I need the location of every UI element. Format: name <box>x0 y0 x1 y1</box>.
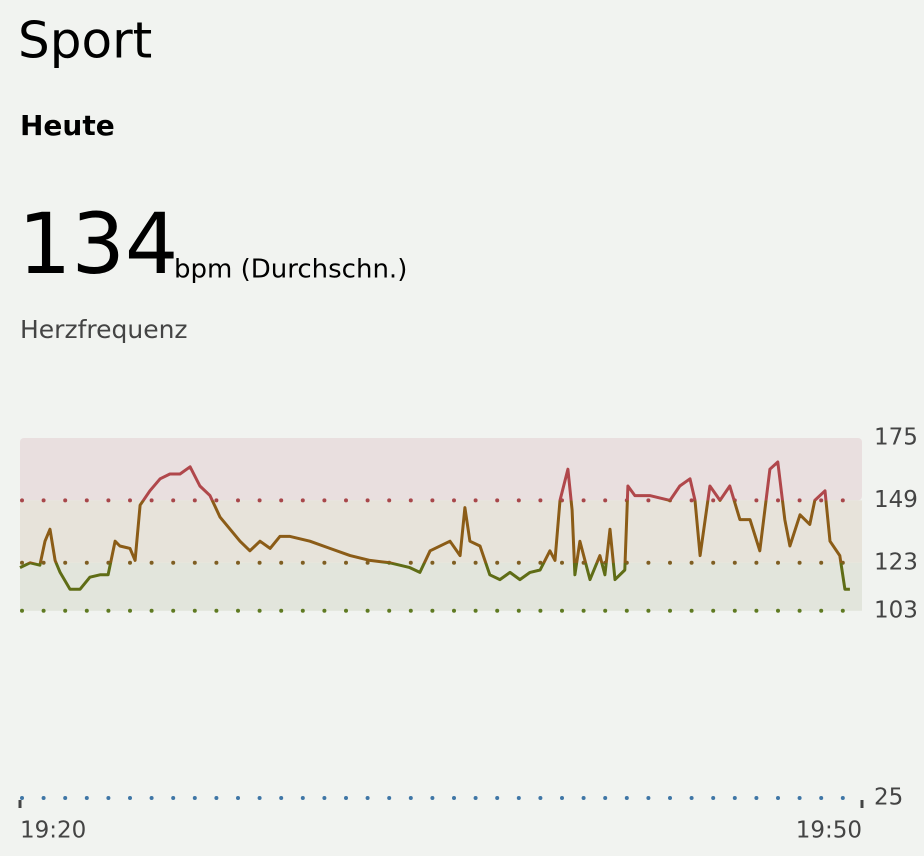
x-tick-label: 19:20 <box>20 818 86 844</box>
zone-threshold <box>20 498 845 503</box>
zone-band <box>20 438 862 501</box>
metric-label: Herzfrequenz <box>20 315 188 344</box>
y-tick-label: 103 <box>874 597 918 623</box>
y-tick-label: 123 <box>874 549 918 575</box>
y-tick-label: 25 <box>874 785 903 811</box>
average-value: 134 <box>18 195 178 293</box>
baseline <box>20 796 845 800</box>
page-title: Sport <box>18 12 152 70</box>
y-tick-label: 175 <box>874 425 918 451</box>
period: Heute <box>20 109 115 142</box>
x-tick-label: 19:50 <box>796 818 862 844</box>
zone-threshold <box>20 608 845 613</box>
zone-band <box>20 500 862 563</box>
y-tick-label: 149 <box>874 487 918 513</box>
average-unit: bpm (Durchschn.) <box>174 255 407 285</box>
heart-rate-line <box>19 460 850 591</box>
zone-band <box>20 562 862 611</box>
